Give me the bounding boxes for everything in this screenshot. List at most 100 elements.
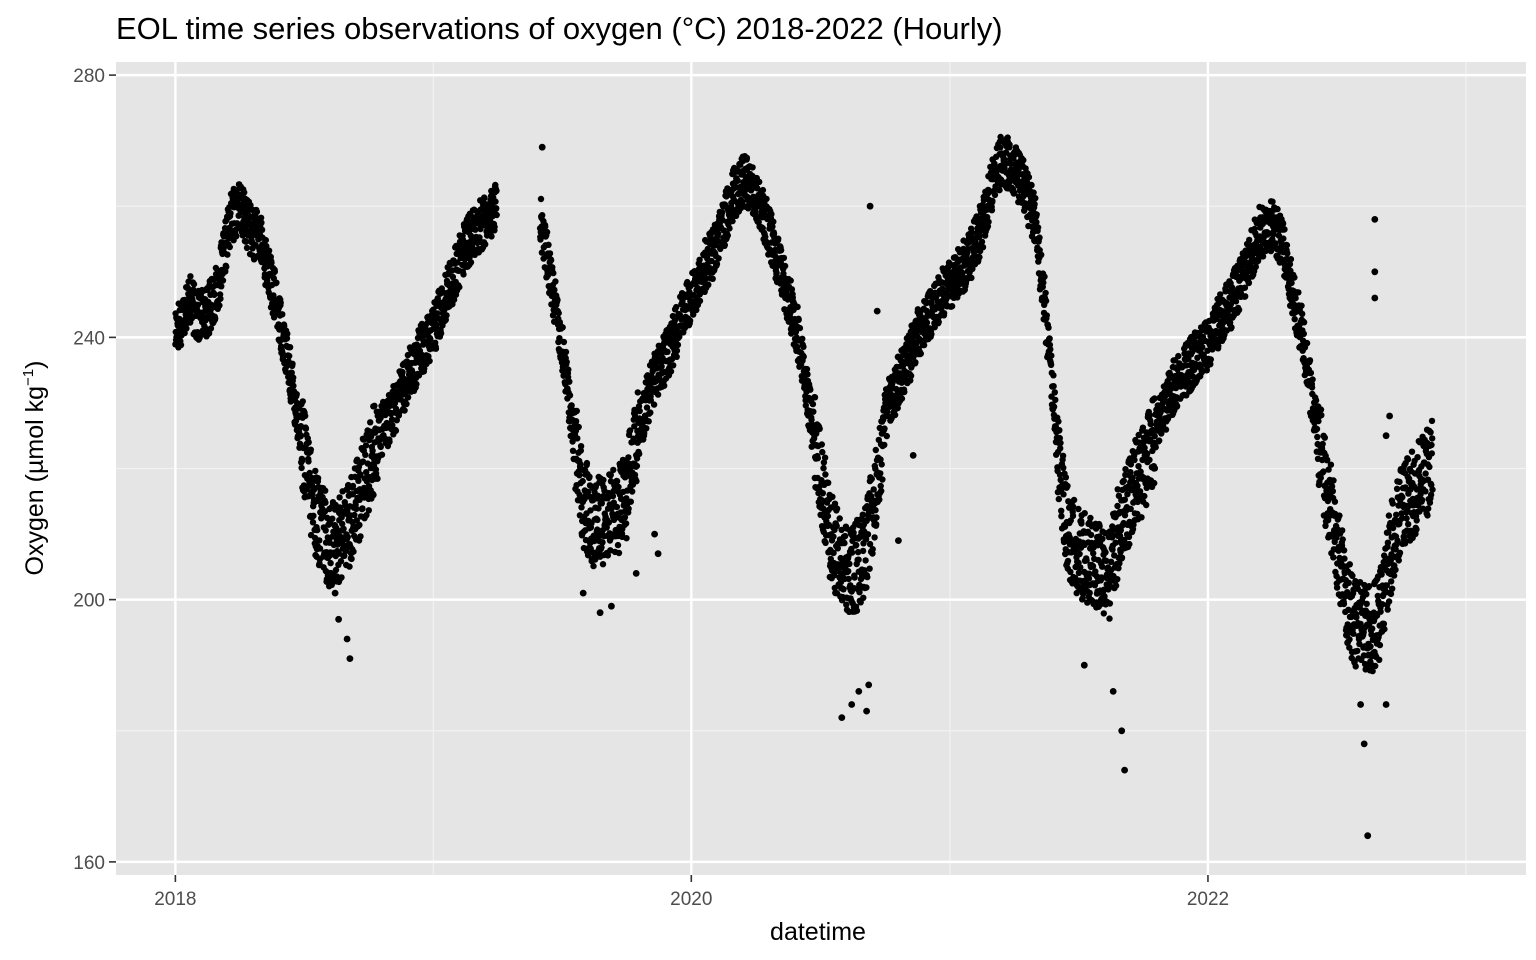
data-point xyxy=(822,539,829,546)
data-point xyxy=(1070,496,1078,504)
data-point xyxy=(1345,579,1353,586)
data-point xyxy=(881,425,888,432)
data-point xyxy=(729,217,736,225)
data-point xyxy=(804,371,811,378)
data-point xyxy=(219,277,227,284)
data-point xyxy=(1330,554,1337,561)
data-point xyxy=(820,459,828,466)
data-point xyxy=(605,519,613,526)
data-point xyxy=(565,366,572,373)
data-point xyxy=(1042,289,1049,297)
data-point xyxy=(1384,539,1392,546)
data-point xyxy=(355,477,362,484)
data-point xyxy=(351,511,358,519)
data-point xyxy=(824,512,832,520)
data-point xyxy=(1287,256,1295,263)
data-point xyxy=(594,492,601,499)
data-point xyxy=(454,259,461,266)
data-point xyxy=(286,352,293,360)
data-point xyxy=(427,336,434,343)
data-point xyxy=(780,254,788,262)
data-point xyxy=(636,450,643,458)
data-point xyxy=(1058,513,1065,520)
data-point xyxy=(434,310,441,317)
data-point xyxy=(388,416,396,423)
data-point xyxy=(1042,297,1050,305)
data-point xyxy=(1087,514,1094,522)
data-point xyxy=(794,303,801,311)
data-point xyxy=(796,324,804,332)
data-point xyxy=(775,235,782,242)
data-point xyxy=(216,302,223,309)
data-point xyxy=(1377,608,1384,615)
data-point xyxy=(1076,550,1083,558)
data-point xyxy=(1025,174,1033,181)
data-point xyxy=(872,446,879,454)
data-point xyxy=(363,512,370,519)
data-point xyxy=(1052,396,1059,404)
data-point xyxy=(800,343,807,350)
data-point xyxy=(371,402,378,409)
data-point xyxy=(800,353,807,360)
data-point xyxy=(572,418,580,425)
data-point xyxy=(1143,501,1150,509)
data-point xyxy=(773,269,780,276)
data-point xyxy=(855,556,862,563)
data-point xyxy=(819,490,826,497)
data-point xyxy=(1295,289,1302,296)
data-point xyxy=(346,563,353,570)
data-point xyxy=(1292,294,1299,302)
data-point xyxy=(643,425,650,432)
data-point xyxy=(719,209,726,216)
data-point xyxy=(673,347,681,354)
data-point xyxy=(573,407,580,415)
data-point xyxy=(482,241,489,248)
data-point xyxy=(211,290,218,298)
data-point xyxy=(288,369,295,376)
data-point xyxy=(985,218,992,226)
data-point xyxy=(920,341,928,349)
data-point xyxy=(1056,427,1063,434)
data-point xyxy=(633,462,641,470)
data-point xyxy=(258,226,266,233)
data-point xyxy=(309,519,317,526)
data-point xyxy=(268,259,275,267)
data-point xyxy=(1046,335,1053,342)
data-point xyxy=(1352,663,1359,670)
data-point xyxy=(1308,384,1316,391)
data-point xyxy=(1047,346,1054,353)
data-point xyxy=(223,263,230,271)
data-point xyxy=(809,400,817,408)
data-point xyxy=(289,360,296,367)
data-point xyxy=(592,556,599,563)
data-point xyxy=(848,549,856,556)
data-point xyxy=(279,311,286,318)
data-point xyxy=(1381,625,1388,633)
data-point xyxy=(322,487,329,494)
data-point xyxy=(575,423,582,431)
data-point xyxy=(781,262,789,270)
data-point xyxy=(456,283,463,291)
data-point xyxy=(862,557,869,564)
data-point xyxy=(625,454,632,461)
data-point xyxy=(795,316,802,324)
data-point xyxy=(1330,477,1337,484)
data-point xyxy=(690,311,697,318)
data-point xyxy=(610,466,617,474)
data-point xyxy=(1090,550,1097,557)
data-point xyxy=(1363,600,1370,607)
data-point xyxy=(811,394,819,401)
data-point xyxy=(348,555,355,563)
data-point xyxy=(737,183,744,190)
data-point xyxy=(226,243,233,251)
data-point xyxy=(1291,274,1298,281)
data-point xyxy=(752,205,759,212)
data-point xyxy=(555,309,562,317)
data-point xyxy=(243,244,251,252)
data-point xyxy=(1235,306,1243,313)
data-point xyxy=(1313,425,1321,433)
data-point xyxy=(1106,600,1114,607)
data-point xyxy=(876,496,883,503)
data-point xyxy=(822,471,829,478)
data-point xyxy=(1318,412,1325,419)
